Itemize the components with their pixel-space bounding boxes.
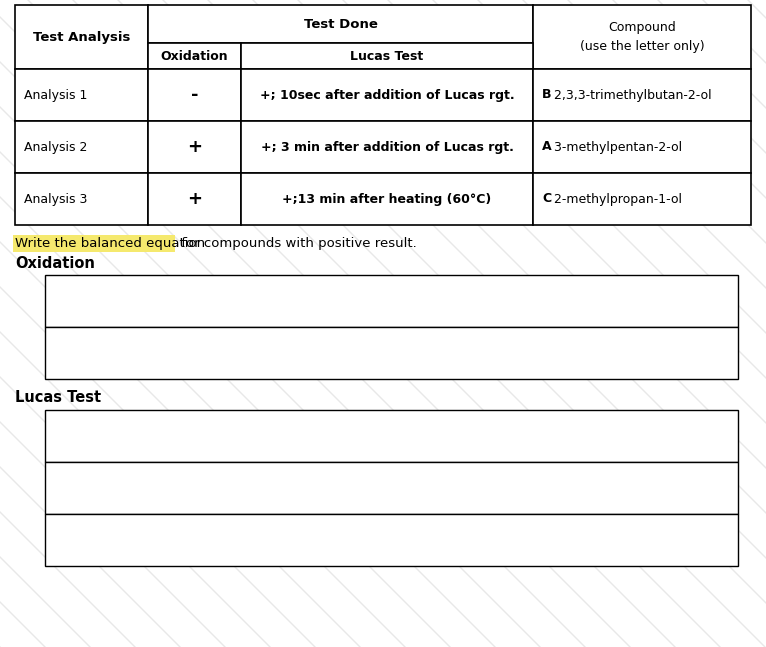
Text: Test Analysis: Test Analysis xyxy=(33,30,130,43)
Bar xyxy=(45,462,738,514)
Text: +; 3 min after addition of Lucas rgt.: +; 3 min after addition of Lucas rgt. xyxy=(260,140,513,153)
Text: +;13 min after heating (60°C): +;13 min after heating (60°C) xyxy=(283,193,492,206)
Bar xyxy=(45,514,738,566)
Text: 2,3,3-trimethylbutan-2-ol: 2,3,3-trimethylbutan-2-ol xyxy=(550,89,712,102)
Bar xyxy=(533,173,751,225)
Text: A: A xyxy=(542,140,552,153)
Bar xyxy=(15,121,148,173)
Text: Oxidation: Oxidation xyxy=(161,50,228,63)
Bar xyxy=(148,173,241,225)
Bar xyxy=(15,69,148,121)
Bar xyxy=(533,69,751,121)
Bar xyxy=(241,121,533,173)
Text: Oxidation: Oxidation xyxy=(15,256,95,270)
Text: 3-methylpentan-2-ol: 3-methylpentan-2-ol xyxy=(550,140,683,153)
Bar xyxy=(148,43,241,69)
Text: Lucas Test: Lucas Test xyxy=(350,50,424,63)
Text: C: C xyxy=(542,193,552,206)
Text: +: + xyxy=(187,138,202,156)
Bar xyxy=(148,121,241,173)
Text: B: B xyxy=(542,89,552,102)
Text: for compounds with positive result.: for compounds with positive result. xyxy=(177,237,417,250)
Text: +; 10sec after addition of Lucas rgt.: +; 10sec after addition of Lucas rgt. xyxy=(260,89,514,102)
Text: Lucas Test: Lucas Test xyxy=(15,389,101,404)
Bar xyxy=(148,69,241,121)
Bar xyxy=(241,43,533,69)
Text: -: - xyxy=(191,86,198,104)
Text: +: + xyxy=(187,190,202,208)
Bar xyxy=(148,5,533,43)
Bar xyxy=(241,69,533,121)
Text: Analysis 1: Analysis 1 xyxy=(24,89,87,102)
Bar xyxy=(533,121,751,173)
Bar xyxy=(45,275,738,327)
Bar xyxy=(15,173,148,225)
Bar xyxy=(13,235,175,252)
Bar xyxy=(533,5,751,69)
Text: Write the balanced equation: Write the balanced equation xyxy=(15,237,205,250)
Text: Analysis 3: Analysis 3 xyxy=(24,193,87,206)
Bar xyxy=(241,173,533,225)
Text: Compound
(use the letter only): Compound (use the letter only) xyxy=(580,21,705,53)
Text: Analysis 2: Analysis 2 xyxy=(24,140,87,153)
Bar xyxy=(45,410,738,462)
Bar xyxy=(45,327,738,379)
Text: 2-methylpropan-1-ol: 2-methylpropan-1-ol xyxy=(550,193,683,206)
Text: Test Done: Test Done xyxy=(304,17,378,30)
Bar xyxy=(15,5,148,69)
